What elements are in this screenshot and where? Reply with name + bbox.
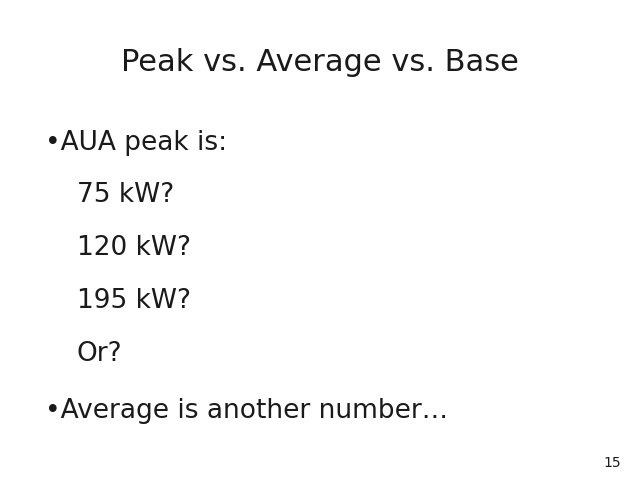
Text: 195 kW?: 195 kW? bbox=[77, 288, 191, 314]
Text: Or?: Or? bbox=[77, 341, 122, 367]
Text: Peak vs. Average vs. Base: Peak vs. Average vs. Base bbox=[121, 48, 519, 77]
Text: 15: 15 bbox=[603, 456, 621, 470]
Text: 120 kW?: 120 kW? bbox=[77, 235, 191, 261]
Text: 75 kW?: 75 kW? bbox=[77, 182, 174, 208]
Text: •AUA peak is:: •AUA peak is: bbox=[45, 130, 227, 156]
Text: •Average is another number…: •Average is another number… bbox=[45, 398, 448, 424]
